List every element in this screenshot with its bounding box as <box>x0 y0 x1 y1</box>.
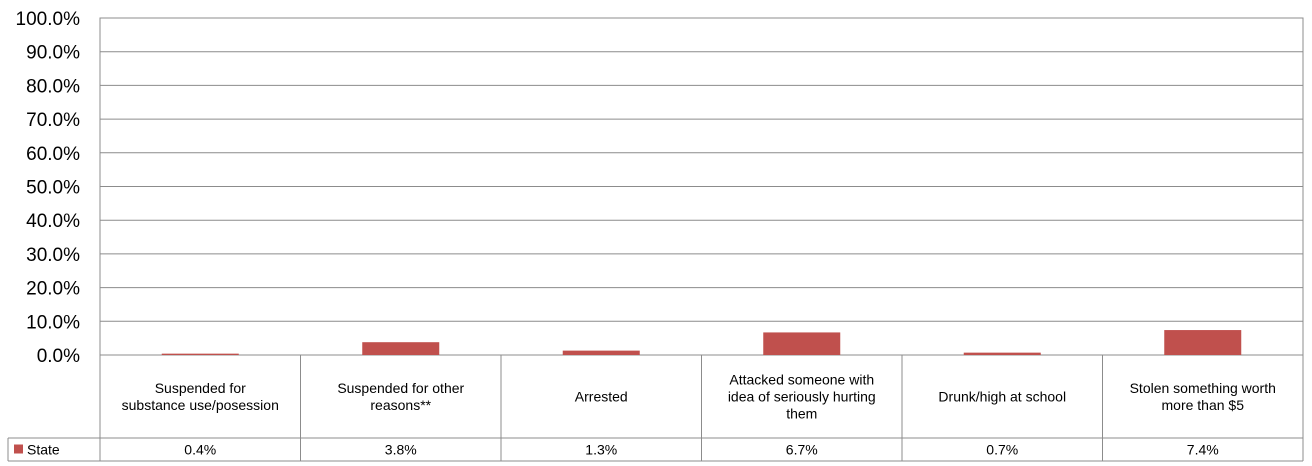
data-label: 6.7% <box>786 442 818 458</box>
category-label: Drunk/high at school <box>938 389 1066 405</box>
data-label: 3.8% <box>385 442 417 458</box>
y-tick-label: 0.0% <box>37 346 80 367</box>
category-label: Suspended for substance use/posession <box>122 380 279 413</box>
bar <box>763 332 841 355</box>
y-tick-label: 60.0% <box>26 144 80 165</box>
category-label: Suspended for other reasons** <box>337 380 464 413</box>
legend-swatch <box>14 444 23 454</box>
data-label: 1.3% <box>585 442 617 458</box>
data-label: 0.4% <box>184 442 216 458</box>
category-label: Stolen something worth more than $5 <box>1130 380 1276 413</box>
bar <box>1164 330 1242 355</box>
y-axis-tick-labels: 0.0% 10.0% 20.0% 30.0% 40.0% 50.0% 60.0% 70.0% 8… <box>16 9 81 367</box>
data-label: 0.7% <box>986 442 1018 458</box>
y-tick-label: 10.0% <box>26 312 80 333</box>
legend-label: State <box>27 442 60 458</box>
category-label: Arrested <box>575 389 628 405</box>
bar <box>562 350 640 355</box>
y-tick-label: 80.0% <box>26 76 80 97</box>
category-label: Attacked someone with idea of seriously h… <box>728 372 876 422</box>
y-tick-label: 70.0% <box>26 110 80 131</box>
data-table: Suspended for substance use/posession Susp… <box>7 355 1304 462</box>
bar <box>362 342 440 355</box>
bar <box>161 353 239 355</box>
y-tick-label: 30.0% <box>26 245 80 266</box>
y-tick-label: 50.0% <box>26 178 80 199</box>
y-tick-label: 90.0% <box>26 43 80 64</box>
gridlines <box>99 17 1304 356</box>
bars <box>161 330 1242 355</box>
y-tick-label: 20.0% <box>26 279 80 300</box>
y-tick-label: 100.0% <box>16 9 81 30</box>
bar <box>963 352 1041 355</box>
data-label: 7.4% <box>1187 442 1219 458</box>
y-tick-label: 40.0% <box>26 211 80 232</box>
